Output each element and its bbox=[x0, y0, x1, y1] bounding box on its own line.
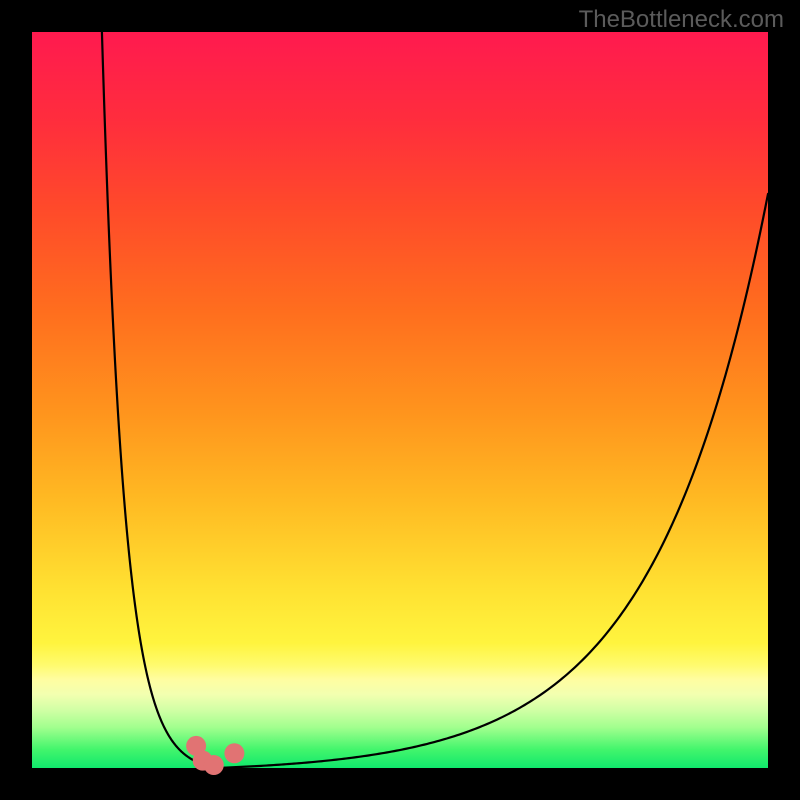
watermark-text: TheBottleneck.com bbox=[579, 6, 784, 34]
valley-marker bbox=[204, 755, 224, 775]
chart-stage: TheBottleneck.com bbox=[0, 0, 800, 800]
valley-marker bbox=[224, 743, 244, 763]
bottleneck-curve bbox=[102, 32, 768, 768]
plot-area bbox=[32, 32, 768, 768]
plot-svg bbox=[32, 32, 768, 768]
valley-marker-group bbox=[186, 736, 244, 775]
